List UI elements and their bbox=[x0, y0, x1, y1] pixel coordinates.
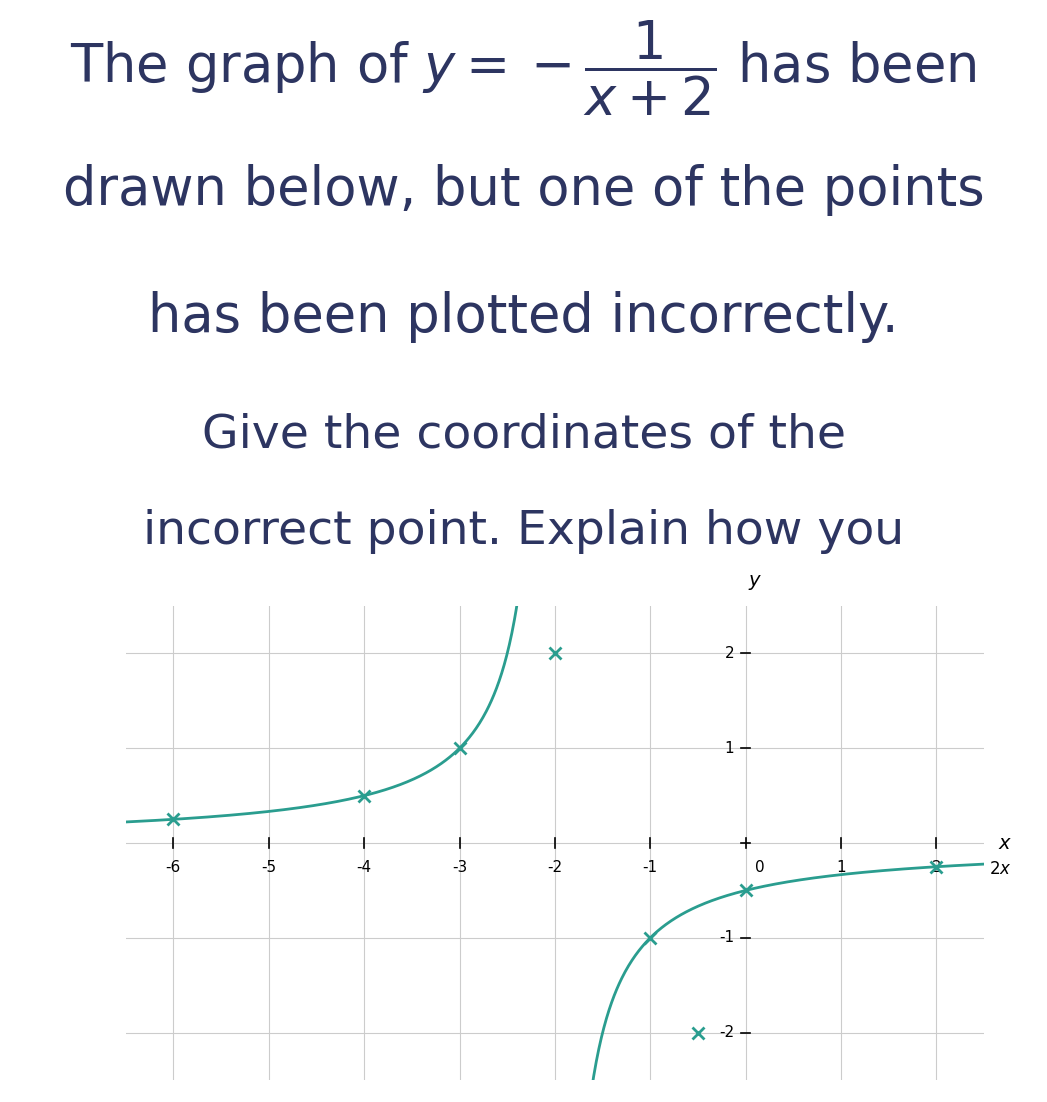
Text: -2: -2 bbox=[548, 860, 562, 875]
Text: The graph of $y = -\dfrac{1}{x+2}$ has been: The graph of $y = -\dfrac{1}{x+2}$ has b… bbox=[70, 19, 977, 118]
Text: Give the coordinates of the: Give the coordinates of the bbox=[201, 412, 846, 457]
Text: -5: -5 bbox=[261, 860, 276, 875]
Text: -1: -1 bbox=[643, 860, 658, 875]
Text: 2: 2 bbox=[932, 860, 941, 875]
Text: -3: -3 bbox=[452, 860, 467, 875]
Text: know this point is incorrect.: know this point is incorrect. bbox=[197, 606, 850, 651]
Text: -4: -4 bbox=[357, 860, 372, 875]
Text: has been plotted incorrectly.: has been plotted incorrectly. bbox=[149, 291, 898, 343]
Text: 0: 0 bbox=[755, 860, 765, 875]
Text: -6: -6 bbox=[165, 860, 181, 875]
Text: incorrect point. Explain how you: incorrect point. Explain how you bbox=[143, 509, 904, 554]
Text: 1: 1 bbox=[725, 741, 734, 756]
Text: -1: -1 bbox=[719, 930, 734, 946]
Text: 1: 1 bbox=[837, 860, 846, 875]
Text: -2: -2 bbox=[719, 1025, 734, 1040]
Text: drawn below, but one of the points: drawn below, but one of the points bbox=[63, 164, 984, 216]
Text: 2: 2 bbox=[725, 646, 734, 661]
Text: $y$: $y$ bbox=[749, 573, 762, 592]
Text: $x$: $x$ bbox=[999, 833, 1012, 853]
Text: $2x$: $2x$ bbox=[989, 860, 1011, 878]
